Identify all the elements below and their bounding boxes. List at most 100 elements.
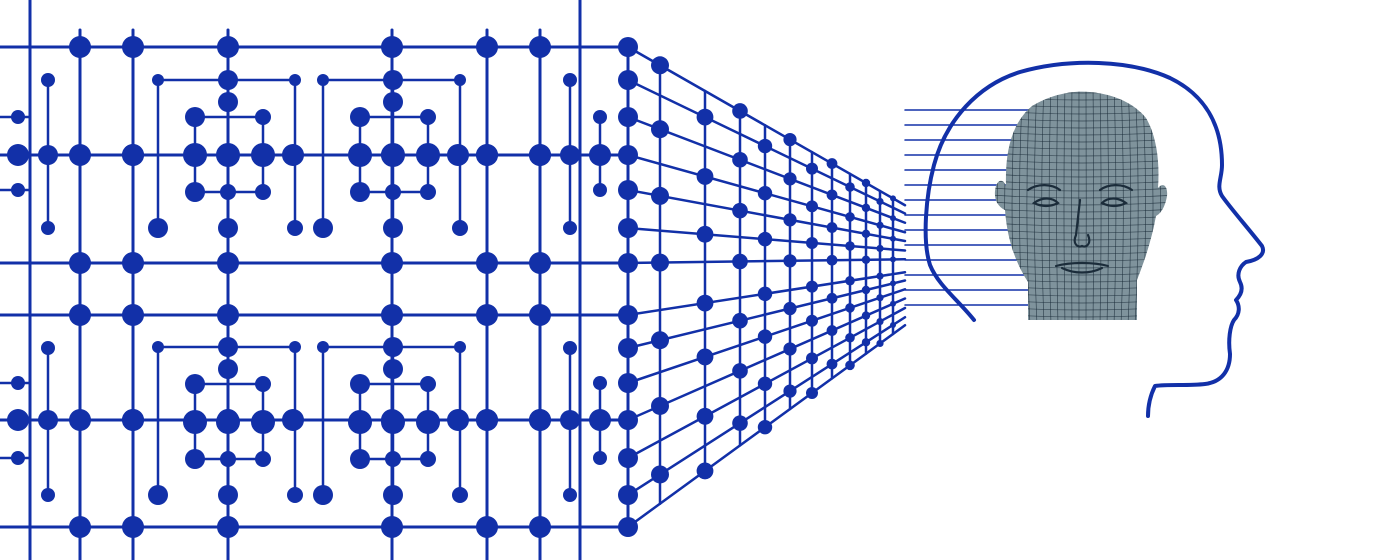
circuit-node — [185, 449, 205, 469]
circuit-node — [826, 189, 838, 201]
circuit-node — [218, 218, 238, 238]
circuit-node — [122, 516, 144, 538]
circuit-node — [651, 253, 669, 272]
circuit-node — [287, 220, 303, 236]
circuit-node — [454, 74, 466, 86]
circuit-node — [420, 376, 436, 392]
circuit-node — [529, 252, 551, 274]
circuit-node — [651, 120, 669, 139]
circuit-node — [890, 195, 896, 202]
circuit-node — [476, 409, 498, 431]
circuit-node — [317, 74, 329, 86]
circuit-node — [420, 109, 436, 125]
circuit-node — [826, 222, 838, 233]
circuit-node — [251, 410, 275, 434]
circuit-node — [826, 158, 838, 169]
circuit-node — [876, 317, 884, 326]
circuit-node — [122, 144, 144, 166]
circuit-node — [806, 352, 818, 365]
circuit-node — [757, 138, 773, 154]
circuit-node — [69, 36, 91, 58]
circuit-node — [255, 184, 271, 200]
circuit-node — [185, 107, 205, 127]
circuit-node — [861, 338, 871, 347]
circuit-node — [861, 285, 871, 295]
circuit-node — [757, 329, 773, 344]
circuit-node — [217, 144, 239, 166]
circuit-node — [313, 485, 333, 505]
circuit-node — [218, 70, 238, 90]
circuit-node — [69, 516, 91, 538]
circuit-node — [845, 275, 855, 286]
circuit-node — [416, 143, 440, 167]
circuit-node — [696, 294, 714, 312]
circuit-node — [529, 304, 551, 326]
circuit-node — [416, 410, 440, 434]
circuit-node — [806, 200, 818, 213]
circuit-node — [651, 396, 669, 415]
circuit-node — [452, 220, 468, 236]
circuit-node — [476, 36, 498, 58]
circuit-node — [122, 409, 144, 431]
circuit-trace — [626, 115, 907, 224]
circuit-node — [183, 410, 207, 434]
circuit-node — [447, 144, 469, 166]
circuit-node — [217, 516, 239, 538]
circuit-node — [861, 178, 871, 188]
circuit-node — [806, 280, 818, 293]
circuit-node — [890, 280, 896, 287]
circuit-trace — [626, 188, 907, 243]
circuit-node — [122, 36, 144, 58]
circuit-node — [220, 184, 236, 200]
circuit-node — [217, 304, 239, 326]
circuit-node — [454, 341, 466, 353]
circuit-node — [757, 231, 773, 247]
circuit-node — [218, 92, 238, 112]
circuit-node — [783, 342, 797, 356]
circuit-node — [696, 462, 714, 480]
circuit-node — [696, 407, 714, 425]
circuit-node — [826, 358, 838, 370]
circuit-node — [826, 254, 838, 266]
circuit-node — [876, 221, 884, 229]
circuit-node — [452, 487, 468, 503]
circuit-node — [696, 348, 714, 366]
circuit-node — [826, 292, 838, 304]
circuit-node — [381, 516, 403, 538]
circuit-node — [696, 108, 714, 126]
circuit-node — [381, 144, 403, 166]
circuit-node — [348, 410, 372, 434]
circuit-node — [148, 218, 168, 238]
circuit-node — [313, 218, 333, 238]
circuit-node — [381, 252, 403, 274]
circuit-node — [732, 312, 748, 329]
circuit-node — [317, 341, 329, 353]
circuit-node — [385, 184, 401, 200]
circuit-node — [529, 516, 551, 538]
circuit-node — [282, 144, 304, 166]
circuit-node — [381, 304, 403, 326]
circuit-node — [732, 415, 748, 431]
circuit-node — [783, 132, 797, 147]
circuit-node — [783, 254, 797, 268]
circuit-node — [282, 409, 304, 431]
circuit-node — [783, 301, 797, 316]
circuit-node — [185, 182, 205, 202]
circuit-node — [217, 252, 239, 274]
circuit-node — [783, 172, 797, 186]
circuit-node — [122, 252, 144, 274]
circuit-node — [732, 151, 748, 168]
circuit-node — [69, 252, 91, 274]
circuit-node — [529, 409, 551, 431]
circuit-node — [220, 451, 236, 467]
circuit-node — [7, 144, 29, 166]
circuit-node — [732, 363, 748, 379]
circuit-node — [476, 144, 498, 166]
circuit-node — [69, 144, 91, 166]
circuit-node — [383, 92, 403, 112]
circuit-node — [152, 341, 164, 353]
circuit-node — [876, 339, 884, 348]
circuit-node — [348, 143, 372, 167]
circuit-node — [806, 314, 818, 327]
